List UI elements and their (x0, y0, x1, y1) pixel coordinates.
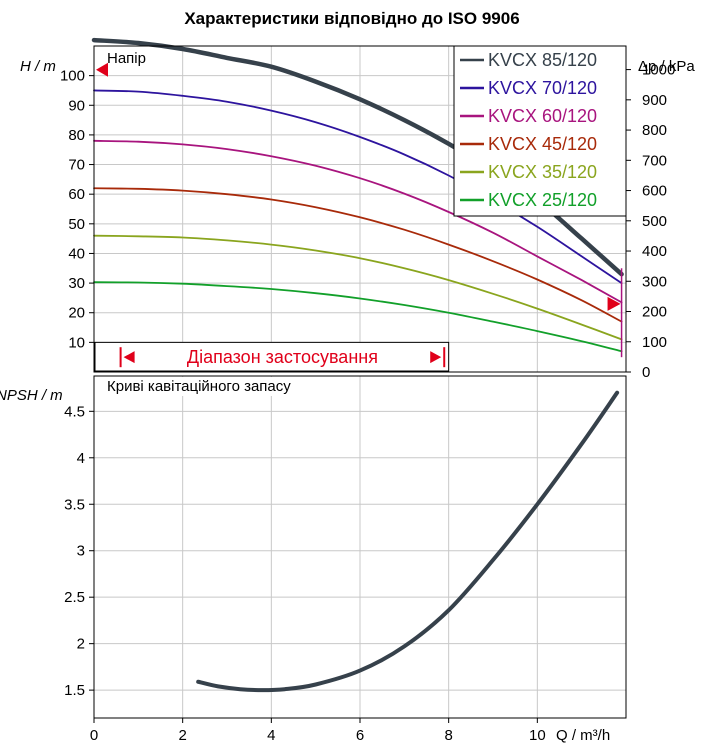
npsh-y-tick-label: 4 (77, 450, 85, 467)
head-curve-kvcx-25-120 (93, 281, 623, 353)
x-tick-label: 10 (529, 727, 546, 744)
pressure-y-tick-label: 400 (642, 243, 667, 260)
head-y-tick-label: 50 (68, 216, 85, 233)
range-left-arrow-icon (123, 351, 135, 364)
npsh-y-axis-title: NPSH / m (0, 387, 63, 404)
x-tick-label: 6 (356, 727, 364, 744)
chart-title: Характеристики відповідно до ISO 9906 (184, 9, 519, 28)
application-range-box (94, 341, 450, 372)
head-curve-kvcx-45-120 (93, 187, 623, 323)
legend-entry: KVCX 85/120 (488, 50, 597, 70)
pressure-y-tick-label: 600 (642, 183, 667, 200)
npsh-label-bg (95, 377, 335, 396)
npsh-y-tick-label: 2.5 (64, 589, 85, 606)
legend-box (453, 45, 627, 217)
pressure-y-tick-label: 0 (642, 364, 650, 381)
npsh-y-tick-label: 3 (77, 543, 85, 560)
head-y-axis-title: H / m (20, 58, 56, 75)
head-y-tick-label: 10 (68, 334, 85, 351)
head-y-tick-label: 30 (68, 275, 85, 292)
head-curve-kvcx-60-120 (93, 139, 623, 304)
pressure-y-tick-label: 1000 (642, 62, 675, 79)
head-y-tick-label: 100 (60, 68, 85, 85)
pressure-y-tick-label: 200 (642, 304, 667, 321)
max-flow-marker-icon (607, 296, 621, 311)
head-y-tick-label: 20 (68, 305, 85, 322)
npsh-y-tick-label: 4.5 (64, 403, 85, 420)
legend-entry: KVCX 70/120 (488, 78, 597, 98)
pressure-y-axis-title: Δp / kPa (638, 58, 695, 75)
head-curve-kvcx-35-120 (93, 234, 623, 341)
x-tick-label: 0 (90, 727, 98, 744)
head-plot-frame (93, 45, 627, 373)
x-tick-label: 4 (267, 727, 275, 744)
npsh-plot-frame (93, 375, 627, 719)
head-y-tick-label: 80 (68, 127, 85, 144)
npsh-panel: 1.5 2 2.5 3 3.5 4 4.5 0 2 4 6 8 10 Q / m³/h NPSH / m (0, 375, 627, 744)
legend-entry: KVCX 45/120 (488, 134, 597, 154)
head-curve-kvcx-70-120 (93, 89, 623, 284)
npsh-curve (196, 390, 620, 693)
npsh-y-tick-label: 1.5 (64, 682, 85, 699)
legend-entry: KVCX 60/120 (488, 106, 597, 126)
range-right-arrow-icon (430, 351, 442, 364)
x-tick-label: 2 (178, 727, 186, 744)
head-y-tick-label: 40 (68, 245, 85, 262)
head-y-tick-label: 60 (68, 186, 85, 203)
head-y-tick-label: 70 (68, 157, 85, 174)
pressure-y-tick-label: 700 (642, 152, 667, 169)
npsh-y-tick-label: 3.5 (64, 496, 85, 513)
legend-entry: KVCX 25/120 (488, 190, 597, 210)
pressure-y-tick-label: 100 (642, 334, 667, 351)
pressure-y-tick-label: 900 (642, 92, 667, 109)
npsh-panel-label: Криві кавітаційного запасу (107, 378, 291, 395)
max-head-marker-icon (96, 62, 108, 77)
x-axis-title: Q / m³/h (556, 727, 610, 744)
application-range-label: Діапазон застосування (187, 347, 378, 367)
head-y-tick-label: 90 (68, 97, 85, 114)
head-panel: 1020304050607080901000100200300400500600… (20, 37, 695, 381)
legend-entry: KVCX 35/120 (488, 162, 597, 182)
head-panel-label: Напір (107, 50, 146, 67)
npsh-y-tick-label: 2 (77, 636, 85, 653)
pressure-y-tick-label: 300 (642, 273, 667, 290)
pressure-y-tick-label: 800 (642, 122, 667, 139)
pressure-y-tick-label: 500 (642, 213, 667, 230)
x-tick-label: 8 (444, 727, 452, 744)
